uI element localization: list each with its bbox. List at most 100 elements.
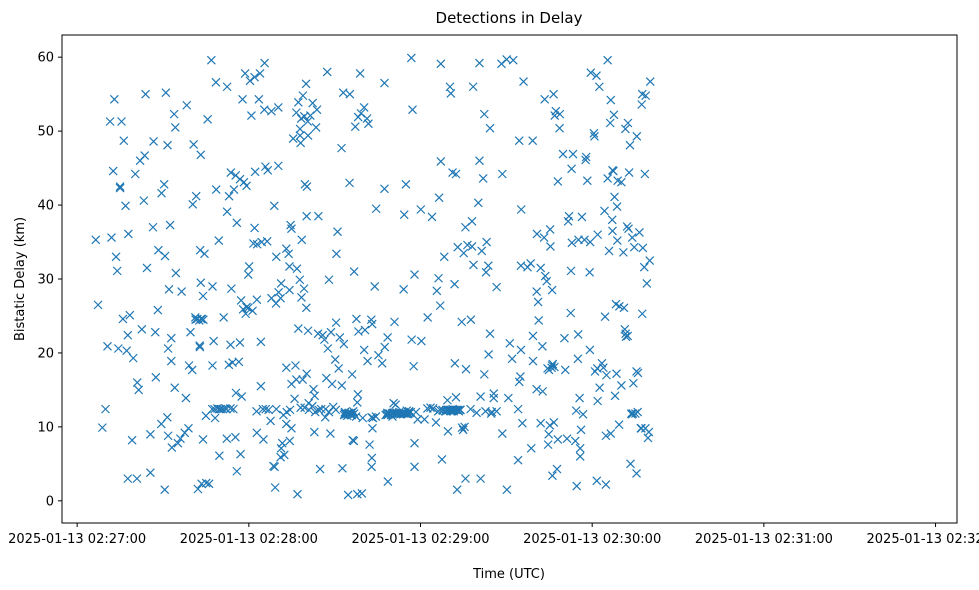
- data-point: [359, 345, 369, 355]
- data-point: [331, 249, 341, 259]
- chart-title: Detections in Delay: [436, 9, 583, 27]
- data-point: [293, 489, 302, 499]
- data-point: [123, 474, 133, 484]
- data-point: [231, 388, 241, 398]
- data-point: [538, 386, 548, 396]
- data-point: [358, 413, 368, 423]
- data-point: [297, 235, 307, 245]
- data-point: [351, 412, 361, 421]
- data-point: [238, 94, 247, 104]
- data-point: [331, 318, 341, 328]
- data-point: [228, 404, 238, 414]
- data-point: [475, 156, 484, 166]
- data-point: [181, 393, 191, 403]
- data-point: [567, 238, 577, 248]
- data-point: [222, 207, 232, 217]
- data-point: [311, 122, 321, 132]
- data-point: [326, 327, 336, 337]
- data-point: [592, 476, 602, 486]
- data-point: [408, 105, 417, 115]
- data-point: [263, 165, 273, 175]
- data-point: [567, 164, 577, 174]
- data-point: [476, 392, 486, 401]
- data-point: [537, 341, 547, 351]
- data-point: [390, 317, 399, 327]
- data-point: [315, 464, 325, 474]
- x-tick-label: 2025-01-13 02:27:00: [8, 532, 146, 547]
- data-point: [450, 279, 459, 289]
- data-point: [456, 405, 465, 415]
- data-point: [489, 393, 499, 403]
- data-point: [324, 275, 334, 285]
- data-point: [121, 201, 130, 211]
- data-point: [539, 233, 549, 243]
- data-point: [437, 454, 447, 464]
- data-point: [291, 375, 301, 384]
- data-point: [514, 136, 524, 146]
- data-point: [607, 215, 617, 225]
- data-point: [229, 185, 239, 194]
- data-point: [610, 192, 619, 202]
- data-point: [291, 361, 300, 370]
- data-point: [310, 391, 320, 401]
- data-point: [636, 423, 646, 433]
- data-point: [173, 438, 183, 448]
- data-point: [634, 227, 644, 237]
- data-point: [545, 225, 555, 234]
- y-tick-label: 50: [37, 125, 54, 140]
- data-point: [301, 79, 311, 89]
- data-point: [232, 218, 242, 228]
- data-point: [273, 161, 283, 171]
- data-point: [401, 179, 411, 189]
- data-point: [337, 143, 346, 153]
- data-point: [508, 55, 518, 65]
- data-point: [166, 333, 176, 343]
- y-tick-label: 30: [37, 273, 54, 288]
- y-tick-label: 40: [37, 199, 54, 214]
- data-point: [343, 490, 353, 500]
- data-point: [409, 361, 419, 371]
- data-point: [182, 100, 192, 110]
- x-tick-label: 2025-01-13 02:29:00: [351, 532, 489, 547]
- data-point: [552, 464, 562, 474]
- data-point: [576, 425, 586, 435]
- data-point: [145, 468, 155, 478]
- data-point: [515, 372, 525, 382]
- data-point: [259, 105, 269, 115]
- data-point: [639, 262, 649, 272]
- data-point: [399, 210, 409, 220]
- data-point: [526, 259, 536, 268]
- data-point: [139, 196, 149, 206]
- data-point: [560, 365, 570, 375]
- data-point: [439, 252, 449, 262]
- data-point: [117, 117, 126, 126]
- data-point: [605, 118, 615, 128]
- data-point: [435, 405, 445, 415]
- data-point: [633, 407, 643, 417]
- data-point: [113, 344, 123, 353]
- data-point: [195, 341, 205, 350]
- data-point: [259, 435, 268, 444]
- data-point: [271, 404, 281, 414]
- data-point: [101, 404, 110, 414]
- data-point: [452, 485, 462, 495]
- data-point: [505, 338, 515, 348]
- data-point: [473, 198, 483, 208]
- data-point: [619, 303, 629, 313]
- data-point: [602, 370, 611, 380]
- y-tick-label: 0: [46, 494, 54, 509]
- data-point: [427, 212, 437, 222]
- data-point: [105, 117, 115, 126]
- data-point: [413, 415, 423, 424]
- data-point: [208, 361, 217, 370]
- data-point: [188, 199, 198, 209]
- data-point: [167, 443, 177, 453]
- data-point: [149, 137, 158, 146]
- data-point: [316, 404, 326, 414]
- data-point: [277, 438, 287, 448]
- data-point: [219, 313, 229, 322]
- data-point: [604, 246, 614, 256]
- data-point: [553, 435, 563, 444]
- data-point: [232, 466, 242, 476]
- data-point: [363, 356, 373, 366]
